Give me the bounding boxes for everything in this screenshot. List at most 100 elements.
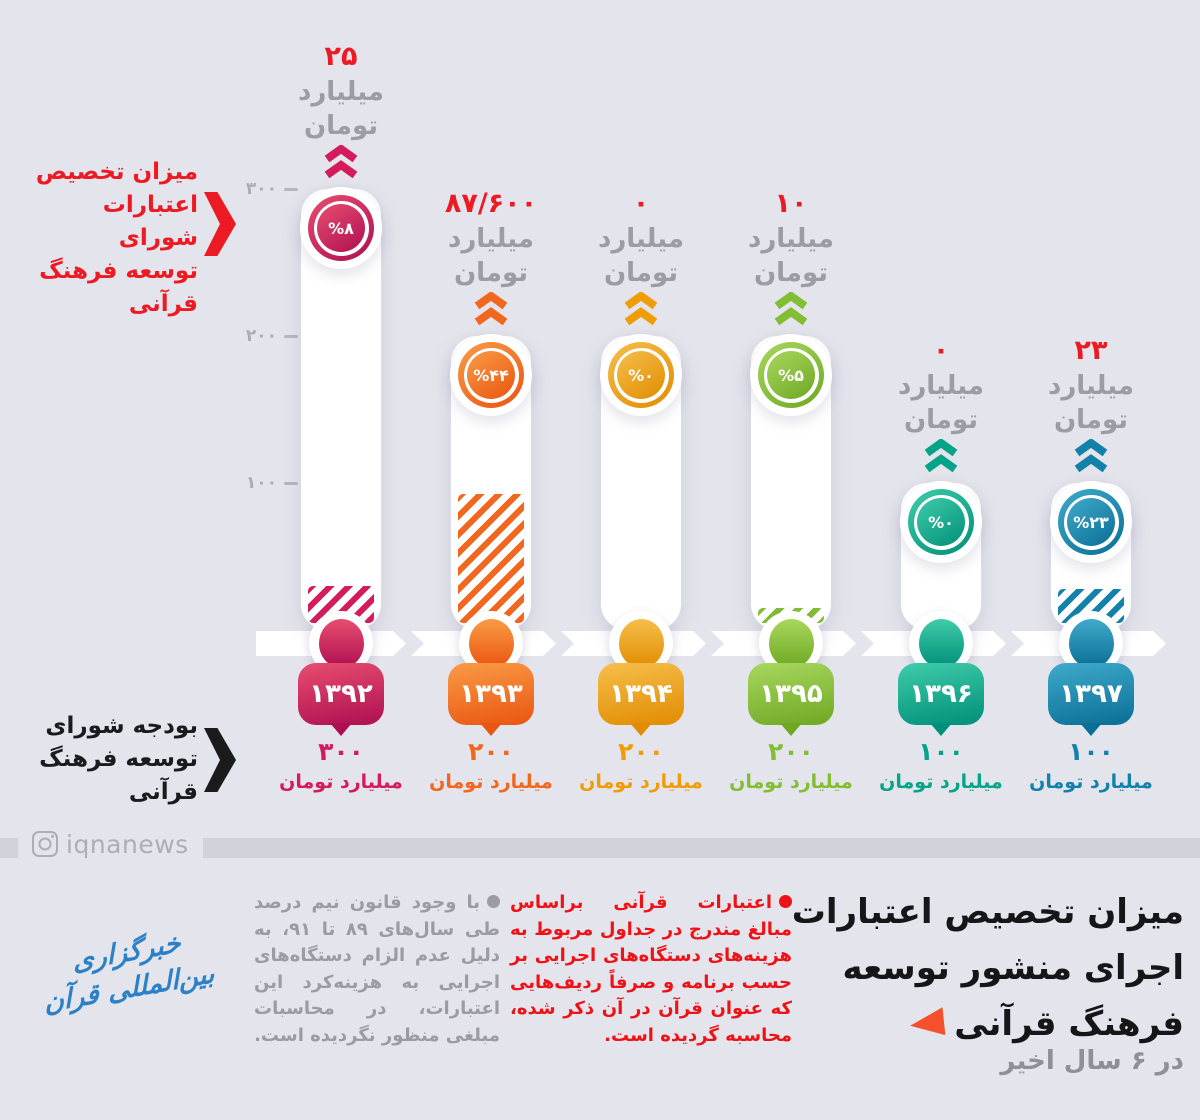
budget-values: ۱۰۰ میلیارد تومان — [1001, 736, 1181, 796]
bullet-icon — [779, 895, 792, 908]
allocation-chevron-icon — [204, 192, 236, 256]
bar-group: ۲۵ میلیارد تومان %۸ ۱۳۹۲ ۳۰۰ میلیارد توم… — [266, 0, 416, 793]
allocation-value: ۸۷/۶۰۰ — [444, 188, 538, 219]
timeline-node-dot — [618, 618, 664, 668]
budget-unit: میلیارد تومان — [879, 771, 1003, 793]
percent-value: %۸ — [317, 204, 365, 252]
budget-unit: میلیارد تومان — [429, 771, 553, 793]
year-badge: ۱۳۹۳ — [448, 663, 534, 725]
percent-value: %۴۴ — [467, 351, 515, 399]
allocation-annotation: ۲۵ میلیارد تومان — [251, 39, 431, 143]
allocation-label-line: توسعه فرهنگ — [39, 258, 198, 284]
bullet-icon — [487, 895, 500, 908]
budget-value: ۲۰۰ — [618, 737, 664, 766]
budget-label-line: بودجه شورای — [45, 713, 198, 739]
percent-badge-ring: %۵ — [758, 342, 824, 408]
allocation-annotation: ۰ میلیارد تومان — [851, 333, 1031, 437]
percent-value: %۰ — [617, 351, 665, 399]
y-axis-tick: ۳۰۰ — [238, 177, 298, 201]
note-gray-text: با وجود قانون نیم درصد طی سال‌های ۸۹ تا … — [254, 892, 501, 1046]
main-title-line: میزان تخصیص اعتبارات — [791, 892, 1184, 932]
allocation-value: ۲۳ — [1074, 335, 1108, 366]
watermark-handle: iqnanews — [66, 829, 189, 859]
note-red-text: اعتبارات قرآنی براساس مبالغ مندرج در جدا… — [510, 892, 792, 1046]
double-chevron-up-icon — [623, 291, 659, 326]
budget-value: ۲۰۰ — [768, 737, 814, 766]
allocation-annotation: ۲۳ میلیارد تومان — [1001, 333, 1181, 437]
bar-group: ۰ میلیارد تومان %۰ ۱۳۹۶ ۱۰۰ میلیارد توما… — [866, 0, 1016, 793]
note-gray: با وجود قانون نیم درصد طی سال‌های ۸۹ تا … — [254, 890, 500, 1049]
percent-badge: %۲۳ — [1050, 481, 1132, 563]
budget-label-line: توسعه فرهنگ — [39, 746, 198, 772]
bar-group: ۱۰ میلیارد تومان %۵ ۱۳۹۵ ۲۰۰ میلیارد توم… — [716, 0, 866, 793]
allocation-side-label: میزان تخصیص اعتبارات شورای توسعه فرهنگ ق… — [20, 156, 198, 321]
allocation-unit-1: میلیارد — [447, 224, 534, 254]
allocation-unit-2: تومان — [603, 258, 679, 288]
bar-group: ۸۷/۶۰۰ میلیارد تومان %۴۴ ۱۳۹۳ ۲۰۰ میلیار… — [416, 0, 566, 793]
percent-badge: %۴۴ — [450, 334, 532, 416]
budget-chevron-icon — [204, 728, 236, 792]
year-badge: ۱۳۹۷ — [1048, 663, 1134, 725]
allocation-annotation: ۸۷/۶۰۰ میلیارد تومان — [401, 186, 581, 290]
allocation-unit-1: میلیارد — [1047, 371, 1134, 401]
percent-badge: %۰ — [900, 481, 982, 563]
budget-unit: میلیارد تومان — [279, 771, 403, 793]
percent-value: %۲۳ — [1067, 498, 1115, 546]
tick-mark — [284, 187, 298, 191]
year-badge: ۱۳۹۵ — [748, 663, 834, 725]
bar-group: ۲۳ میلیارد تومان %۲۳ ۱۳۹۷ ۱۰۰ میلیارد تو… — [1016, 0, 1166, 793]
allocation-label-line: قرآنی — [128, 291, 198, 317]
allocation-value: ۰ — [932, 335, 950, 366]
percent-badge-ring: %۴۴ — [458, 342, 524, 408]
allocation-unit-1: میلیارد — [897, 371, 984, 401]
bar-group: ۰ میلیارد تومان %۰ ۱۳۹۴ ۲۰۰ میلیارد توما… — [566, 0, 716, 793]
allocation-value: ۲۵ — [324, 41, 358, 72]
budget-unit: میلیارد تومان — [1029, 771, 1153, 793]
tick-mark — [284, 334, 298, 338]
allocation-annotation: ۱۰ میلیارد تومان — [701, 186, 881, 290]
allocation-label-line: اعتبارات شورای — [102, 192, 198, 251]
tick-mark — [284, 481, 298, 485]
budget-values: ۳۰۰ میلیارد تومان — [251, 736, 431, 796]
tick-label: ۳۰۰ — [245, 179, 277, 199]
allocation-label-line: میزان تخصیص — [35, 159, 198, 185]
timeline-node-dot — [918, 618, 964, 668]
double-chevron-up-icon — [1073, 438, 1109, 473]
percent-badge-ring: %۲۳ — [1058, 489, 1124, 555]
budget-values: ۲۰۰ میلیارد تومان — [551, 736, 731, 796]
main-title: میزان تخصیص اعتبارات اجرای منشور توسعه ف… — [784, 884, 1184, 1052]
percent-badge: %۰ — [600, 334, 682, 416]
budget-value: ۳۰۰ — [318, 737, 364, 766]
double-chevron-up-icon — [923, 438, 959, 473]
y-axis-tick: ۲۰۰ — [238, 324, 298, 348]
allocation-value: ۰ — [632, 188, 650, 219]
percent-value: %۰ — [917, 498, 965, 546]
double-chevron-up-icon — [323, 144, 359, 179]
budget-values: ۱۰۰ میلیارد تومان — [851, 736, 1031, 796]
double-chevron-up-icon — [473, 291, 509, 326]
timeline-node-dot — [768, 618, 814, 668]
budget-unit: میلیارد تومان — [579, 771, 703, 793]
allocation-value: ۱۰ — [774, 188, 808, 219]
percent-value: %۵ — [767, 351, 815, 399]
timeline-node-dot — [1068, 618, 1114, 668]
tick-label: ۱۰۰ — [245, 473, 277, 493]
budget-values: ۲۰۰ میلیارد تومان — [701, 736, 881, 796]
main-title-line: فرهنگ قرآنی — [784, 996, 1184, 1052]
allocation-unit-2: تومان — [753, 258, 829, 288]
year-badge: ۱۳۹۶ — [898, 663, 984, 725]
timeline-node — [759, 611, 823, 675]
percent-badge-ring: %۰ — [908, 489, 974, 555]
allocation-unit-2: تومان — [903, 405, 979, 435]
budget-label-line: قرآنی — [128, 779, 198, 805]
timeline-node-dot — [318, 618, 364, 668]
budget-value: ۲۰۰ — [468, 737, 514, 766]
budget-unit: میلیارد تومان — [729, 771, 853, 793]
allocation-unit-1: میلیارد — [747, 224, 834, 254]
budget-value: ۱۰۰ — [1068, 737, 1114, 766]
note-red: اعتبارات قرآنی براساس مبالغ مندرج در جدا… — [510, 890, 792, 1049]
double-chevron-up-icon — [773, 291, 809, 326]
allocation-unit-2: تومان — [453, 258, 529, 288]
allocation-unit-2: تومان — [303, 111, 379, 141]
